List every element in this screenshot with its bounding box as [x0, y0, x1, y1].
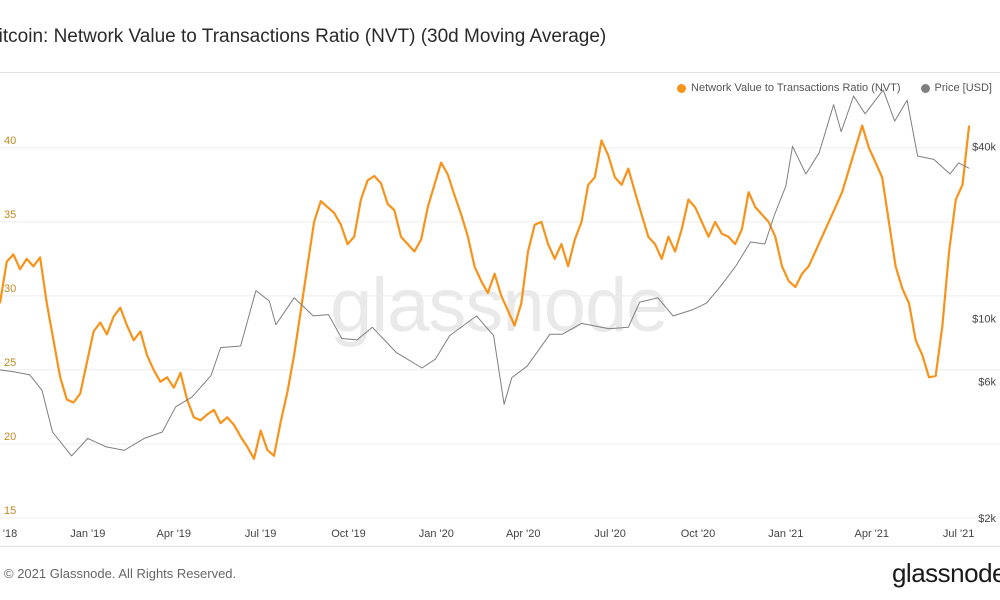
- copyright-text: © 2021 Glassnode. All Rights Reserved.: [4, 566, 237, 581]
- y-right-tick-label-1: $6k: [978, 377, 996, 389]
- x-tick-label-3: Jul '19: [245, 528, 276, 540]
- y-right-tick-label-3: $40k: [972, 141, 996, 153]
- x-tick-label-6: Apr '20: [506, 528, 541, 540]
- x-tick-label-0: Oct '18: [0, 528, 17, 540]
- y-left-tick-label-5: 40: [4, 135, 16, 147]
- x-tick-label-8: Oct '20: [681, 528, 716, 540]
- legend-swatch-nvt: [677, 83, 687, 93]
- x-tick-label-4: Oct '19: [331, 528, 366, 540]
- y-right-tick-label-2: $10k: [972, 313, 996, 325]
- series-line-price: [0, 89, 970, 457]
- x-tick-label-2: Apr '19: [157, 528, 192, 540]
- y-right-tick-label-0: $2k: [978, 513, 996, 525]
- x-tick-label-10: Apr '21: [854, 528, 889, 540]
- x-tick-label-5: Jan '20: [419, 528, 454, 540]
- chart-title: Bitcoin: Network Value to Transactions R…: [0, 26, 607, 47]
- legend: Network Value to Transactions Ratio (NVT…: [677, 82, 992, 94]
- legend-swatch-price: [920, 83, 930, 93]
- x-tick-label-11: Jul '21: [943, 528, 974, 540]
- legend-label-nvt: Network Value to Transactions Ratio (NVT…: [691, 82, 901, 94]
- series-line-nvt: [0, 124, 971, 460]
- x-tick-label-7: Jul '20: [594, 528, 625, 540]
- header-divider: [0, 72, 1000, 73]
- y-left-tick-label-2: 25: [4, 357, 16, 369]
- y-left-tick-label-3: 30: [4, 283, 16, 295]
- x-tick-label-9: Jan '21: [768, 528, 803, 540]
- y-left-tick-label-4: 35: [4, 209, 16, 221]
- y-left-tick-label-0: 15: [4, 505, 16, 517]
- x-tick-label-1: Jan '19: [70, 528, 105, 540]
- legend-item-price[interactable]: Price [USD]: [920, 82, 992, 94]
- y-left-tick-label-1: 20: [4, 431, 16, 443]
- footer-divider: [0, 546, 1000, 547]
- glassnode-logo: glassnode: [891, 558, 1000, 588]
- legend-item-nvt[interactable]: Network Value to Transactions Ratio (NVT…: [677, 82, 901, 94]
- legend-label-price: Price [USD]: [934, 82, 992, 94]
